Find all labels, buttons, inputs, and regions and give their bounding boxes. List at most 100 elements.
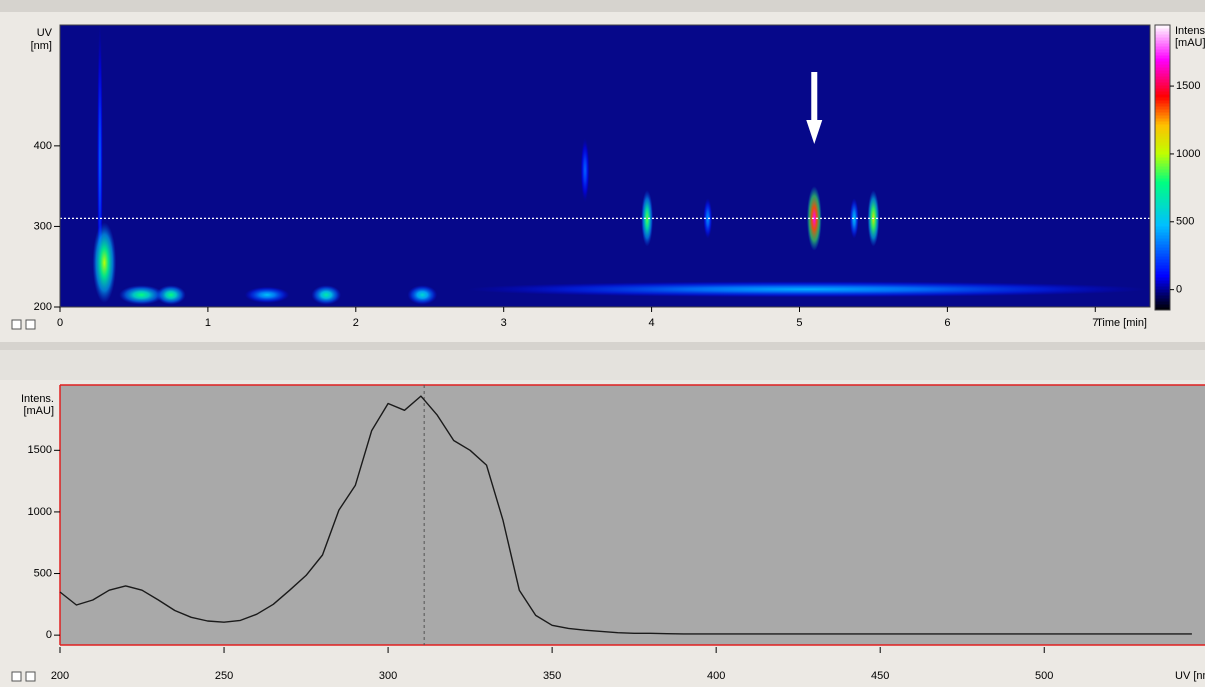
colorbar-cell bbox=[1155, 256, 1170, 260]
x-tick-label: 0 bbox=[57, 317, 63, 329]
x-tick-label: 450 bbox=[871, 670, 889, 682]
colorbar-cell bbox=[1155, 130, 1170, 134]
x-tick-label: 350 bbox=[543, 670, 561, 682]
x-tick-label: 250 bbox=[215, 670, 233, 682]
spot bbox=[641, 190, 653, 246]
colorbar-cell bbox=[1155, 199, 1170, 203]
colorbar-cell bbox=[1155, 184, 1170, 188]
colorbar-cell bbox=[1155, 217, 1170, 221]
spot bbox=[93, 222, 117, 303]
colorbar-cell bbox=[1155, 232, 1170, 236]
x-tick-label: 3 bbox=[501, 317, 507, 329]
spot bbox=[311, 285, 341, 304]
panel-header bbox=[0, 350, 1205, 380]
colorbar-cell bbox=[1155, 121, 1170, 125]
colorbar-cell bbox=[1155, 223, 1170, 227]
spot bbox=[245, 287, 289, 303]
y-tick-label: 0 bbox=[46, 629, 52, 641]
colorbar-cell bbox=[1155, 58, 1170, 62]
colorbar-cell bbox=[1155, 64, 1170, 68]
colorbar-cell bbox=[1155, 127, 1170, 131]
plot-background bbox=[60, 385, 1205, 645]
colorbar-cell bbox=[1155, 202, 1170, 206]
colorbar-cell bbox=[1155, 61, 1170, 65]
x-tick-label: 2 bbox=[353, 317, 359, 329]
colorbar-cell bbox=[1155, 247, 1170, 251]
colorbar-cell bbox=[1155, 67, 1170, 71]
colorbar-cell bbox=[1155, 277, 1170, 281]
spot bbox=[408, 285, 438, 304]
colorbar-cell bbox=[1155, 118, 1170, 122]
colorbar-cell bbox=[1155, 40, 1170, 44]
colorbar-cell bbox=[1155, 37, 1170, 41]
colorbar-cell bbox=[1155, 112, 1170, 116]
colorbar-cell bbox=[1155, 109, 1170, 113]
spectrum-chart: 200250300350400450500UV [nm]050010001500… bbox=[21, 385, 1205, 682]
spot bbox=[156, 285, 186, 304]
colorbar-cell bbox=[1155, 178, 1170, 182]
colorbar-cell bbox=[1155, 142, 1170, 146]
colorbar-cell bbox=[1155, 172, 1170, 176]
checkbox[interactable] bbox=[26, 320, 35, 329]
colorbar-cell bbox=[1155, 106, 1170, 110]
colorbar-cell bbox=[1155, 46, 1170, 50]
colorbar-cell bbox=[1155, 262, 1170, 266]
screen: 01234567Time [min]200300400UV[nm]0500100… bbox=[0, 0, 1205, 687]
colorbar-cell bbox=[1155, 76, 1170, 80]
checkbox[interactable] bbox=[12, 672, 21, 681]
colorbar-cell bbox=[1155, 139, 1170, 143]
colorbar-cell bbox=[1155, 163, 1170, 167]
colorbar-cell bbox=[1155, 34, 1170, 38]
colorbar-cell bbox=[1155, 91, 1170, 95]
colorbar-cell bbox=[1155, 241, 1170, 245]
colorbar-tick-label: 0 bbox=[1176, 284, 1182, 296]
colorbar-cell bbox=[1155, 220, 1170, 224]
colorbar-cell bbox=[1155, 211, 1170, 215]
colorbar-cell bbox=[1155, 226, 1170, 230]
colorbar-cell bbox=[1155, 88, 1170, 92]
colorbar-cell bbox=[1155, 148, 1170, 152]
x-tick-label: 400 bbox=[707, 670, 725, 682]
x-tick-label: 1 bbox=[205, 317, 211, 329]
x-axis-label: UV [nm] bbox=[1175, 670, 1205, 682]
x-tick-label: 6 bbox=[944, 317, 950, 329]
colorbar-cell bbox=[1155, 25, 1170, 29]
x-axis-label: Time [min] bbox=[1096, 317, 1147, 329]
colorbar-cell bbox=[1155, 100, 1170, 104]
colorbar-cell bbox=[1155, 259, 1170, 263]
colorbar-tick-label: 1500 bbox=[1176, 80, 1200, 92]
colorbar-cell bbox=[1155, 70, 1170, 74]
colorbar-cell bbox=[1155, 244, 1170, 248]
colorbar-cell bbox=[1155, 49, 1170, 53]
colorbar-cell bbox=[1155, 268, 1170, 272]
colorbar-cell bbox=[1155, 238, 1170, 242]
y-axis-label: [mAU] bbox=[23, 405, 54, 417]
colorbar-cell bbox=[1155, 73, 1170, 77]
colorbar-cell bbox=[1155, 214, 1170, 218]
checkbox[interactable] bbox=[12, 320, 21, 329]
colorbar-cell bbox=[1155, 283, 1170, 287]
colorbar-cell bbox=[1155, 235, 1170, 239]
page: 01234567Time [min]200300400UV[nm]0500100… bbox=[0, 0, 1205, 687]
colorbar-cell bbox=[1155, 43, 1170, 47]
checkbox[interactable] bbox=[26, 672, 35, 681]
colorbar-cell bbox=[1155, 145, 1170, 149]
colorbar-cell bbox=[1155, 274, 1170, 278]
colorbar-cell bbox=[1155, 205, 1170, 209]
colorbar-cell bbox=[1155, 82, 1170, 86]
colorbar-cell bbox=[1155, 133, 1170, 137]
y-axis-label: [nm] bbox=[31, 40, 52, 52]
colorbar-cell bbox=[1155, 301, 1170, 305]
colorbar-cell bbox=[1155, 292, 1170, 296]
y-tick-label: 1500 bbox=[28, 444, 52, 456]
colorbar-label: [mAU] bbox=[1175, 37, 1205, 49]
colorbar-cell bbox=[1155, 298, 1170, 302]
y-tick-label: 300 bbox=[34, 220, 52, 232]
x-tick-label: 300 bbox=[379, 670, 397, 682]
colorbar-cell bbox=[1155, 154, 1170, 158]
colorbar-cell bbox=[1155, 169, 1170, 173]
colorbar-cell bbox=[1155, 103, 1170, 107]
colorbar-cell bbox=[1155, 31, 1170, 35]
colorbar-cell bbox=[1155, 286, 1170, 290]
